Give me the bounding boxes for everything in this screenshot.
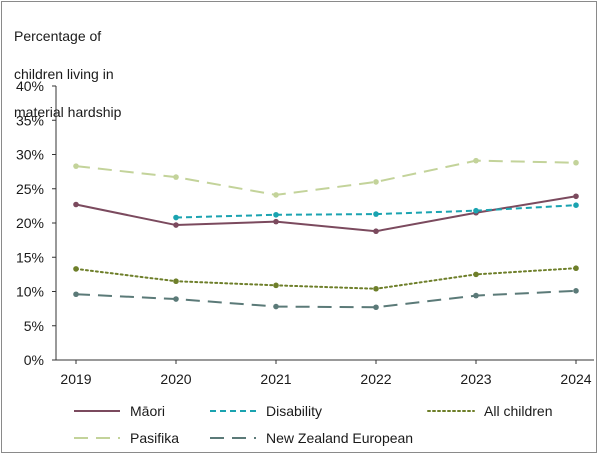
series-line-new-zealand-european [75,289,577,309]
data-point-all-children [273,282,279,289]
data-point-m-ori [273,218,279,225]
data-point-all-children [173,278,179,285]
legend: Māori Disability All children Pasifika New Z… [74,403,552,446]
y-tick-label: 20% [16,215,44,231]
data-point-all-children [373,285,379,292]
data-point-disability [473,207,479,214]
series-line-pasifika [75,159,577,196]
y-tick-label: 5% [24,318,44,334]
axes: 0% 5% 10% 15% 20% 25% 30% 35% 40% 2019 2020 2021 202… [16,78,594,387]
data-point-new-zealand-european [273,303,279,310]
data-point-m-ori [373,228,379,235]
series-line-m-ori [75,195,577,233]
y-tick-label: 40% [16,78,44,94]
data-point-new-zealand-european [573,288,579,294]
data-point-all-children [73,266,79,272]
data-point-disability [273,211,279,218]
data-point-all-children [473,271,479,278]
y-axis-title-line-3: material hardship [14,104,122,120]
data-point-pasifika [373,179,379,185]
y-tick-label: 35% [16,112,44,128]
data-point-disability [173,214,179,221]
data-point-pasifika [273,192,279,198]
data-point-pasifika [573,159,579,166]
series-line-all-children [75,267,577,290]
data-point-m-ori [173,222,179,228]
y-axis-title-line-2: children living in [14,66,114,82]
data-point-all-children [573,265,579,272]
data-point-new-zealand-european [473,292,479,299]
y-tick-label: 10% [16,284,44,300]
y-tick-label: 30% [16,147,44,163]
legend-label-all-children: All children [484,403,552,419]
legend-label-new-zealand-european: New Zealand European [266,430,413,446]
data-point-new-zealand-european [73,291,79,298]
x-tick-label: 2021 [260,371,291,387]
data-point-m-ori [573,193,579,200]
y-axis-title: Percentage of children living in materia… [14,8,164,141]
data-point-disability [373,211,379,217]
legend-label-pasifika: Pasifika [130,430,179,446]
data-point-new-zealand-european [173,296,179,302]
data-point-pasifika [73,163,79,169]
x-tick-label: 2022 [360,371,391,387]
y-tick-label: 15% [16,249,44,265]
y-tick-label: 25% [16,181,44,197]
x-tick-label: 2019 [60,371,91,387]
data-point-new-zealand-european [373,304,379,311]
legend-label-m-ori: Māori [130,403,165,419]
x-tick-label: 2020 [160,371,191,387]
data-point-m-ori [73,201,79,208]
y-axis-title-line-1: Percentage of [14,28,102,44]
data-point-pasifika [173,174,179,180]
x-tick-label: 2023 [460,371,491,387]
x-tick-label: 2024 [560,371,591,387]
series-group [73,157,579,311]
data-point-pasifika [473,157,479,164]
y-tick-label: 0% [24,352,44,368]
data-point-disability [573,202,579,208]
legend-label-disability: Disability [266,403,322,419]
